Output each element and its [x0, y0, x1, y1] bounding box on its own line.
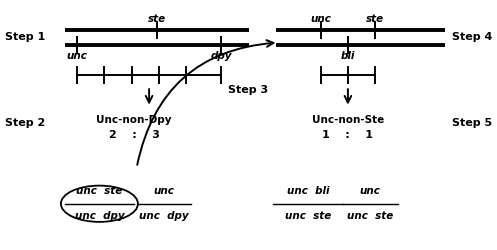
Text: ste: ste	[366, 14, 384, 24]
Text: Unc-non-Dpy: Unc-non-Dpy	[96, 115, 172, 125]
Text: Unc-non-Ste: Unc-non-Ste	[312, 115, 384, 125]
Text: Step 2: Step 2	[5, 118, 45, 128]
Text: Step 3: Step 3	[229, 85, 268, 95]
Text: unc  ste: unc ste	[76, 186, 123, 196]
Text: unc: unc	[310, 14, 331, 24]
Text: unc  ste: unc ste	[347, 211, 394, 221]
Text: 2    :    3: 2 : 3	[109, 130, 160, 140]
Text: unc: unc	[360, 186, 381, 196]
Text: unc: unc	[154, 186, 174, 196]
Text: unc  dpy: unc dpy	[75, 211, 124, 221]
Text: unc  ste: unc ste	[285, 211, 331, 221]
Text: unc: unc	[67, 50, 87, 60]
Text: 1    :    1: 1 : 1	[323, 130, 373, 140]
Text: Step 4: Step 4	[452, 32, 492, 42]
Text: bli: bli	[341, 50, 355, 60]
Text: unc  dpy: unc dpy	[139, 211, 189, 221]
Text: dpy: dpy	[210, 50, 232, 60]
Text: ste: ste	[148, 14, 166, 24]
Text: Step 1: Step 1	[5, 32, 45, 42]
Text: unc  bli: unc bli	[287, 186, 330, 196]
Text: Step 5: Step 5	[452, 118, 492, 128]
